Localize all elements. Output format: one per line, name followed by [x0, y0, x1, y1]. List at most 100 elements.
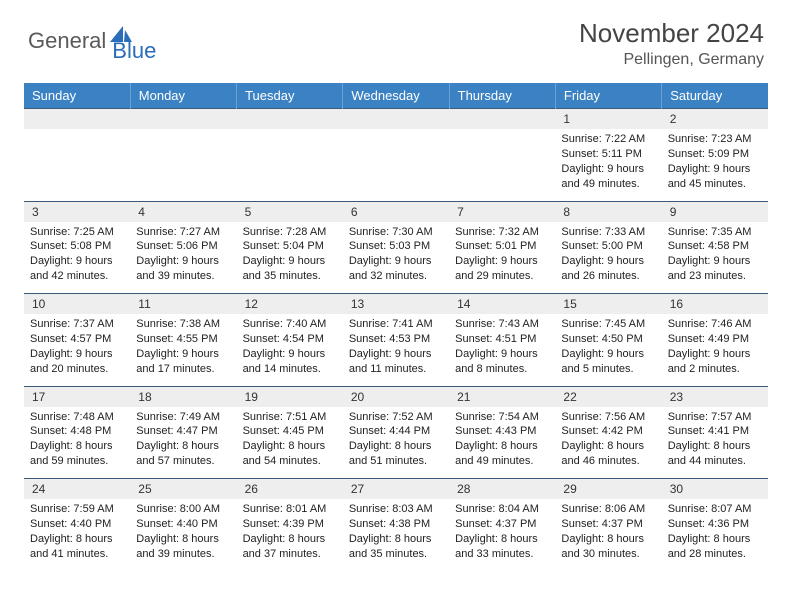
sunrise-text: Sunrise: 8:06 AM — [561, 502, 655, 517]
day2-text: and 35 minutes. — [349, 547, 443, 562]
day-number: 25 — [130, 479, 236, 500]
day-cell: Sunrise: 7:38 AMSunset: 4:55 PMDaylight:… — [130, 314, 236, 386]
day2-text: and 30 minutes. — [561, 547, 655, 562]
day-cell: Sunrise: 7:37 AMSunset: 4:57 PMDaylight:… — [24, 314, 130, 386]
day-cell: Sunrise: 7:59 AMSunset: 4:40 PMDaylight:… — [24, 499, 130, 571]
day-cell: Sunrise: 7:35 AMSunset: 4:58 PMDaylight:… — [662, 222, 768, 294]
day1-text: Daylight: 9 hours — [30, 347, 124, 362]
header: General Blue November 2024 Pellingen, Ge… — [0, 0, 792, 75]
sunset-text: Sunset: 5:09 PM — [668, 147, 762, 162]
sunset-text: Sunset: 4:40 PM — [30, 517, 124, 532]
day-cell — [343, 129, 449, 201]
sunset-text: Sunset: 4:42 PM — [561, 424, 655, 439]
day-number — [130, 109, 236, 130]
day-cell — [24, 129, 130, 201]
sunset-text: Sunset: 4:48 PM — [30, 424, 124, 439]
day-number: 18 — [130, 386, 236, 407]
sunset-text: Sunset: 4:40 PM — [136, 517, 230, 532]
day-number — [343, 109, 449, 130]
day-cell: Sunrise: 7:25 AMSunset: 5:08 PMDaylight:… — [24, 222, 130, 294]
logo: General Blue — [28, 18, 156, 64]
day2-text: and 32 minutes. — [349, 269, 443, 284]
day-cell: Sunrise: 7:57 AMSunset: 4:41 PMDaylight:… — [662, 407, 768, 479]
day-number: 20 — [343, 386, 449, 407]
sunrise-text: Sunrise: 7:54 AM — [455, 410, 549, 425]
day-cell: Sunrise: 7:45 AMSunset: 4:50 PMDaylight:… — [555, 314, 661, 386]
day2-text: and 49 minutes. — [455, 454, 549, 469]
day-number: 29 — [555, 479, 661, 500]
day1-text: Daylight: 9 hours — [455, 347, 549, 362]
sunset-text: Sunset: 4:36 PM — [668, 517, 762, 532]
week-row: Sunrise: 7:48 AMSunset: 4:48 PM Daylight:… — [24, 407, 768, 479]
day1-text: Daylight: 8 hours — [243, 439, 337, 454]
day-number: 19 — [237, 386, 343, 407]
day1-text: Daylight: 9 hours — [455, 254, 549, 269]
day-cell: Sunrise: 8:03 AMSunset: 4:38 PMDaylight:… — [343, 499, 449, 571]
day-cell: Sunrise: 7:23 AMSunset: 5:09 PMDaylight:… — [662, 129, 768, 201]
daynum-row: 12 — [24, 109, 768, 130]
day-number: 10 — [24, 294, 130, 315]
day-cell: Sunrise: 7:27 AMSunset: 5:06 PMDaylight:… — [130, 222, 236, 294]
day-number: 6 — [343, 201, 449, 222]
day1-text: Daylight: 9 hours — [30, 254, 124, 269]
day1-text: Daylight: 9 hours — [243, 347, 337, 362]
sunrise-text: Sunrise: 7:46 AM — [668, 317, 762, 332]
sunrise-text: Sunrise: 7:48 AM — [30, 410, 124, 425]
day2-text: and 49 minutes. — [561, 177, 655, 192]
sunrise-text: Sunrise: 7:28 AM — [243, 225, 337, 240]
day-number: 4 — [130, 201, 236, 222]
day2-text: and 44 minutes. — [668, 454, 762, 469]
day-cell: Sunrise: 7:22 AMSunset: 5:11 PMDaylight:… — [555, 129, 661, 201]
sunset-text: Sunset: 4:57 PM — [30, 332, 124, 347]
sunrise-text: Sunrise: 8:04 AM — [455, 502, 549, 517]
day-number: 21 — [449, 386, 555, 407]
day-number: 13 — [343, 294, 449, 315]
day2-text: and 54 minutes. — [243, 454, 337, 469]
sunset-text: Sunset: 4:47 PM — [136, 424, 230, 439]
day-cell: Sunrise: 7:41 AMSunset: 4:53 PMDaylight:… — [343, 314, 449, 386]
week-row: Sunrise: 7:25 AMSunset: 5:08 PMDaylight:… — [24, 222, 768, 294]
day1-text: Daylight: 9 hours — [349, 254, 443, 269]
day-cell: Sunrise: 8:01 AMSunset: 4:39 PMDaylight:… — [237, 499, 343, 571]
day-number: 27 — [343, 479, 449, 500]
day-number: 9 — [662, 201, 768, 222]
sunrise-text: Sunrise: 7:56 AM — [561, 410, 655, 425]
day2-text: and 29 minutes. — [455, 269, 549, 284]
day-number: 14 — [449, 294, 555, 315]
day1-text: Daylight: 8 hours — [561, 439, 655, 454]
sunrise-text: Sunrise: 7:27 AM — [136, 225, 230, 240]
day1-text: Daylight: 8 hours — [136, 532, 230, 547]
day2-text: and 5 minutes. — [561, 362, 655, 377]
day2-text: and 35 minutes. — [243, 269, 337, 284]
day-number: 16 — [662, 294, 768, 315]
sunrise-text: Sunrise: 7:25 AM — [30, 225, 124, 240]
day-cell: Sunrise: 8:00 AMSunset: 4:40 PMDaylight:… — [130, 499, 236, 571]
sunrise-text: Sunrise: 7:32 AM — [455, 225, 549, 240]
day-number: 28 — [449, 479, 555, 500]
day2-text: and 51 minutes. — [349, 454, 443, 469]
day1-text: Daylight: 8 hours — [668, 439, 762, 454]
sunset-text: Sunset: 4:50 PM — [561, 332, 655, 347]
sunset-text: Sunset: 5:03 PM — [349, 239, 443, 254]
sunset-text: Sunset: 4:45 PM — [243, 424, 337, 439]
sunrise-text: Sunrise: 8:01 AM — [243, 502, 337, 517]
sunrise-text: Sunrise: 7:33 AM — [561, 225, 655, 240]
day-number: 8 — [555, 201, 661, 222]
day-number: 24 — [24, 479, 130, 500]
weekday-header-row: Sunday Monday Tuesday Wednesday Thursday… — [24, 83, 768, 109]
day-cell: Sunrise: 7:30 AMSunset: 5:03 PMDaylight:… — [343, 222, 449, 294]
sunrise-text: Sunrise: 7:45 AM — [561, 317, 655, 332]
day-cell: Sunrise: 7:49 AMSunset: 4:47 PMDaylight:… — [130, 407, 236, 479]
day1-text: Daylight: 8 hours — [30, 532, 124, 547]
sunset-text: Sunset: 4:54 PM — [243, 332, 337, 347]
day-cell: Sunrise: 7:51 AMSunset: 4:45 PMDaylight:… — [237, 407, 343, 479]
day2-text: and 26 minutes. — [561, 269, 655, 284]
day-number: 22 — [555, 386, 661, 407]
day-cell: Sunrise: 7:56 AMSunset: 4:42 PMDaylight:… — [555, 407, 661, 479]
sunrise-text: Sunrise: 7:43 AM — [455, 317, 549, 332]
daynum-row: 17181920212223 — [24, 386, 768, 407]
daynum-row: 24252627282930 — [24, 479, 768, 500]
day1-text: Daylight: 8 hours — [349, 439, 443, 454]
day-cell: Sunrise: 7:54 AMSunset: 4:43 PMDaylight:… — [449, 407, 555, 479]
day-number — [24, 109, 130, 130]
